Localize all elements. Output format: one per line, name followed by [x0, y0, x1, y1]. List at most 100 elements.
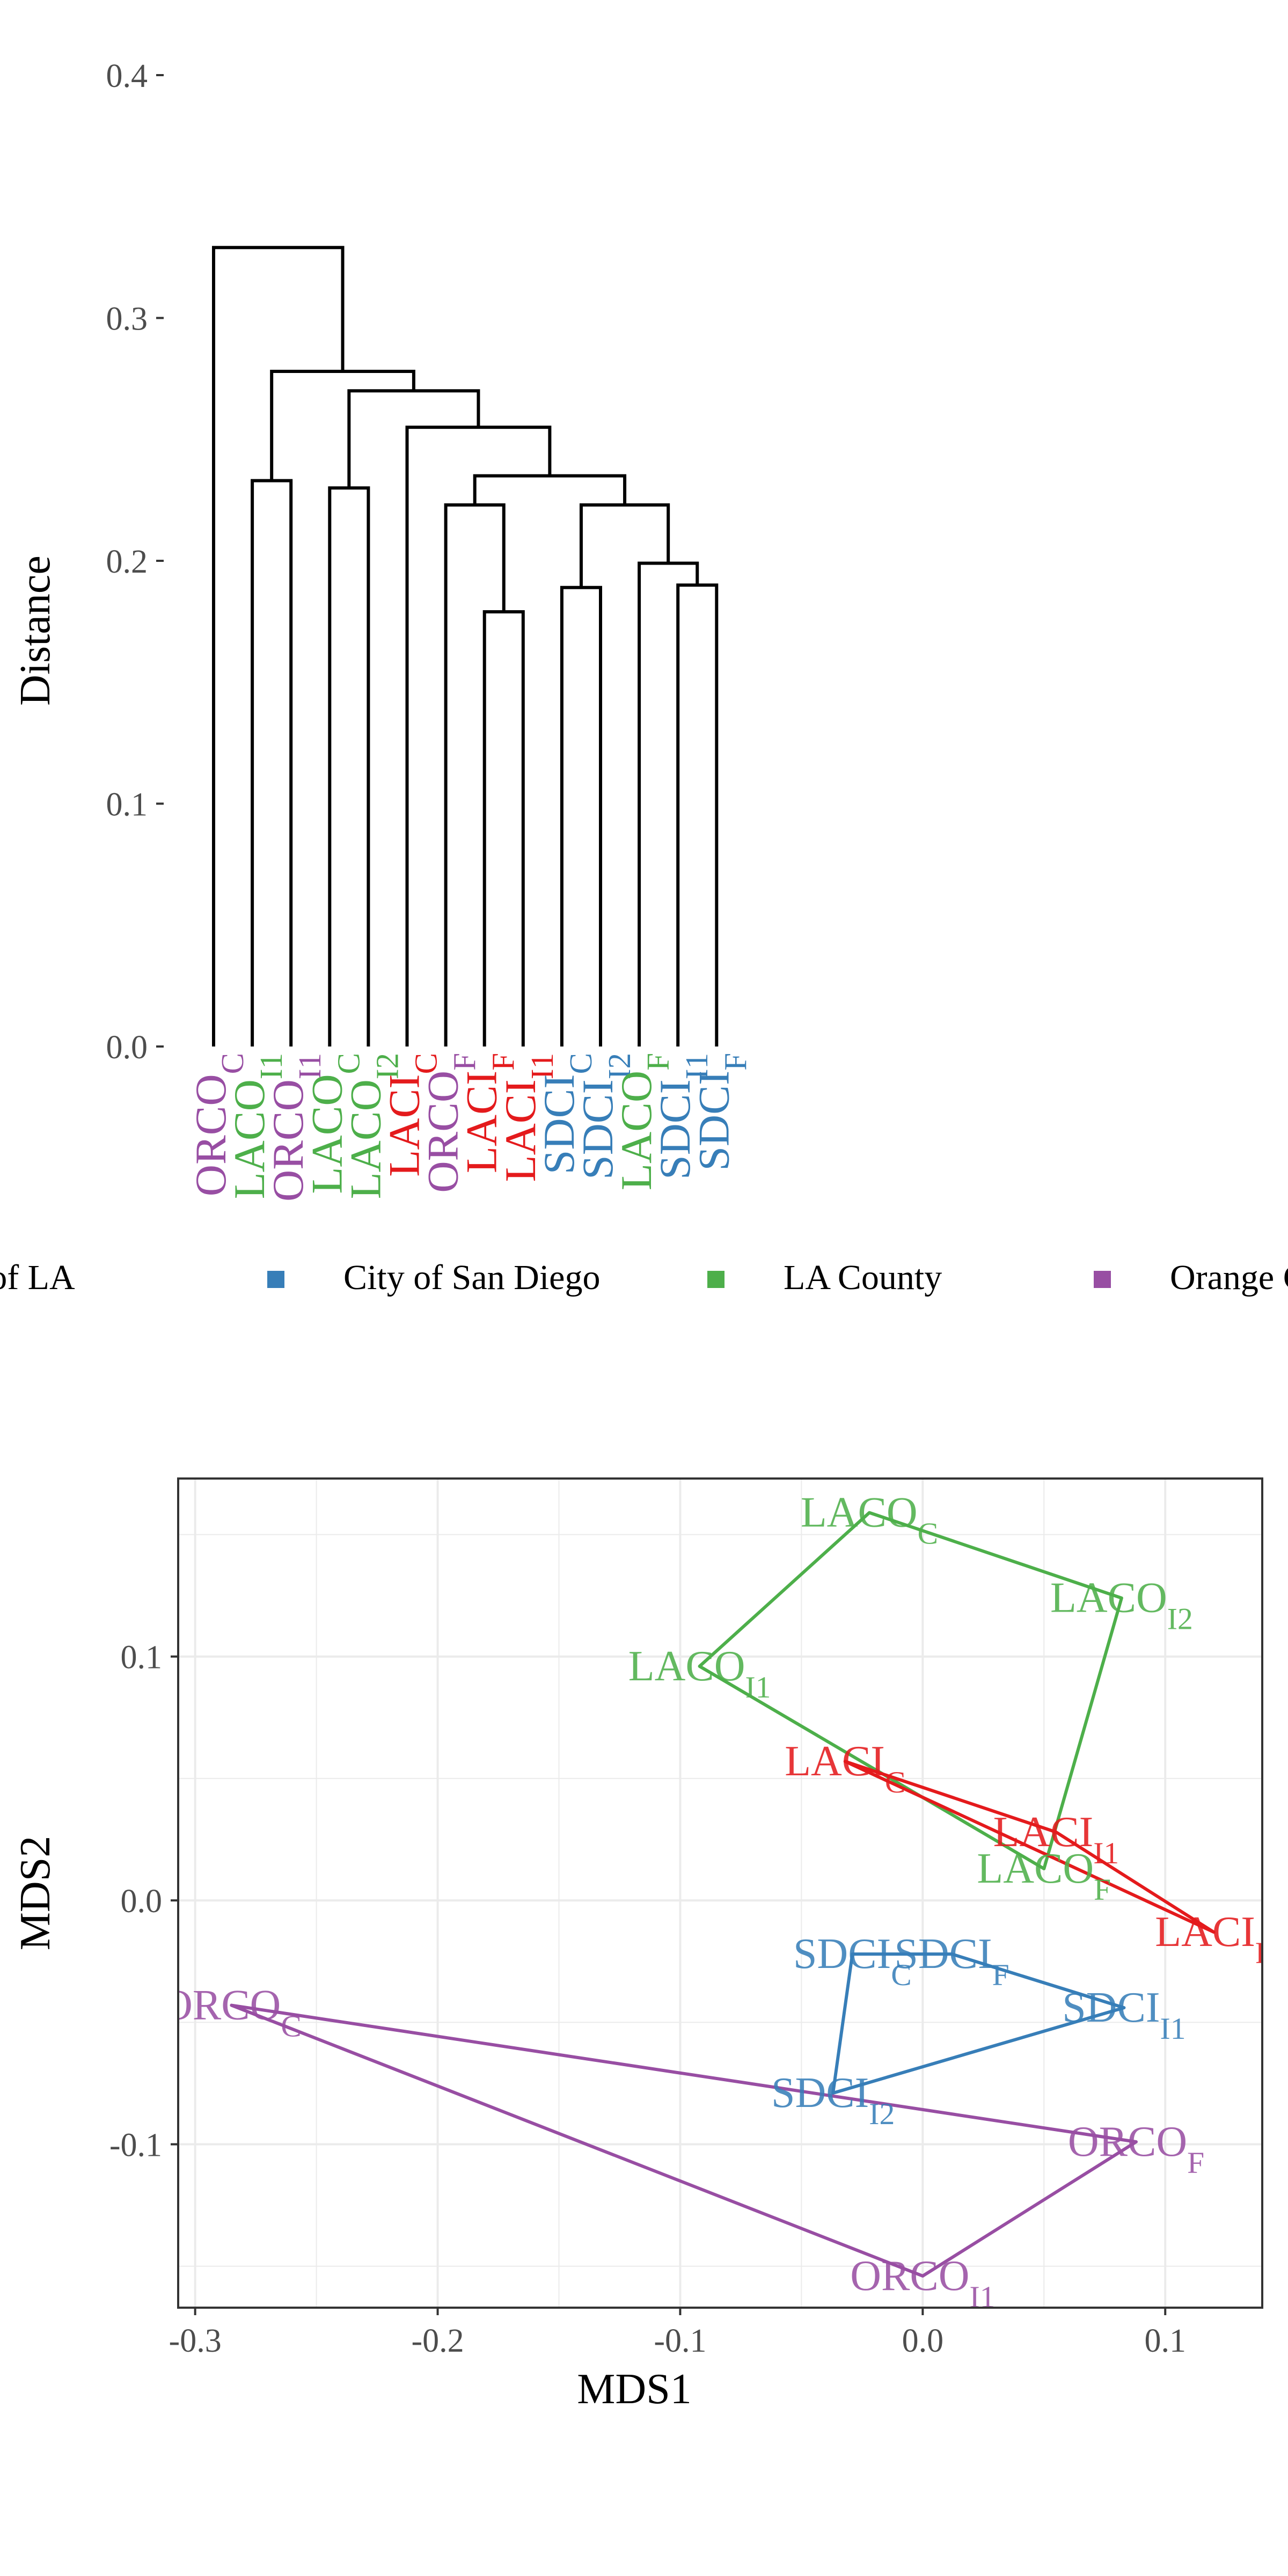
mds-point-label-subscript: C: [281, 2009, 301, 2043]
dendrogram-panel: 0.00.10.20.30.4DistanceORCOCLACOI1ORCOI1…: [12, 58, 753, 1202]
mds-point-label-base: LACI: [993, 1809, 1094, 1856]
dendro-leaf-label-subscript: I1: [679, 1053, 714, 1079]
mds-point-label-subscript: I1: [1160, 2012, 1186, 2046]
mds-point-label-subscript: I2: [1167, 1602, 1193, 1636]
mds-x-tick-label: -0.3: [169, 2323, 222, 2359]
mds-hull: [831, 1952, 1126, 2095]
mds-point-label-base: LACI: [1155, 1908, 1255, 1956]
mds-hull: [843, 1760, 1216, 1934]
dendro-branch: [560, 586, 602, 1046]
dendro-leaf-label-subscript: C: [408, 1053, 444, 1074]
dendro-branch: [444, 503, 506, 1046]
dendro-y-tick-label: 0.2: [106, 544, 148, 580]
mds-point-label: SDCIF: [894, 1930, 1009, 1992]
mds-point-label-subscript: F: [1255, 1936, 1272, 1970]
dendro-leaf-label-subscript: C: [215, 1053, 250, 1074]
dendro-leaf-label: LACOI1: [225, 1053, 289, 1199]
dendro-leaf-label-subscript: F: [640, 1053, 676, 1071]
dendro-y-tick-label: 0.3: [106, 301, 148, 338]
dendro-leaf-label-subscript: I2: [369, 1053, 405, 1079]
dendro-branch: [251, 479, 293, 1046]
legend-swatch: [707, 1271, 724, 1288]
legend: City of LA City of San Diego LA County Oran…: [0, 1258, 1288, 1297]
legend-label: City of San Diego: [343, 1258, 600, 1297]
dendro-leaf-label: SDCIF: [689, 1053, 753, 1171]
mds-point-label: LACIC: [785, 1738, 905, 1799]
dendro-leaf-label-subscript: C: [331, 1053, 366, 1074]
dendro-leaf-label-base: LACI: [380, 1074, 429, 1176]
mds-marks: LACOCLACOI2LACOI1LACOFLACICLACII1LACIFSD…: [162, 1489, 1272, 2314]
mds-x-tick-label: 0.1: [1144, 2323, 1186, 2359]
dendro-leaf-label-base: LACO: [612, 1071, 661, 1190]
dendro-y-axis-title: Distance: [12, 555, 59, 706]
dendro-leaf-label: LACOC: [302, 1053, 366, 1194]
mds-plot-background: [178, 1479, 1262, 2308]
mds-point-label: LACOI2: [1050, 1575, 1193, 1636]
mds-point-label-base: LACO: [1050, 1575, 1167, 1622]
dendro-leaf-label-subscript: F: [486, 1053, 521, 1071]
dendro-leaf-label-subscript: C: [563, 1053, 598, 1074]
dendro-branch: [212, 246, 345, 1046]
mds-point-label: SDCII1: [1062, 1984, 1185, 2046]
dendro-leaf-label-base: SDCI: [573, 1079, 622, 1180]
dendro-leaf-label: LACII1: [496, 1053, 560, 1182]
mds-point-label-base: LACO: [977, 1845, 1094, 1892]
mds-point-label-subscript: F: [1094, 1873, 1111, 1907]
mds-point-label-base: ORCO: [162, 1982, 281, 2029]
mds-point-label: ORCOC: [162, 1982, 302, 2044]
mds-y-tick-label: 0.0: [121, 1883, 163, 1920]
dendro-branch: [638, 561, 699, 1046]
mds-panel: LACOCLACOI2LACOI1LACOFLACICLACII1LACIFSD…: [12, 1477, 1272, 2413]
mds-x-axis-title: MDS1: [577, 2366, 691, 2413]
mds-point-label: LACOC: [801, 1489, 938, 1551]
mds-point-label-base: SDCI: [894, 1930, 992, 1978]
dendro-leaf-label: ORCOC: [186, 1053, 250, 1196]
mds-point-label: LACIF: [1155, 1908, 1272, 1970]
dendro-branch: [328, 486, 370, 1046]
mds-y-tick-label: -0.1: [109, 2127, 162, 2164]
dendro-branch: [270, 370, 415, 481]
dendro-leaf-label-subscript: I2: [602, 1053, 637, 1079]
dendro-y-tick-label: 0.1: [106, 787, 148, 823]
dendro-leaf-label-base: LACI: [496, 1079, 545, 1182]
dendro-y-tick-label: 0.4: [106, 58, 148, 94]
mds-x-tick-label: 0.0: [902, 2323, 944, 2359]
mds-y-axis-title: MDS2: [12, 1836, 59, 1950]
mds-x-tick-label: -0.1: [654, 2323, 706, 2359]
dendro-branch: [473, 474, 627, 505]
dendro-leaf-label-base: LACO: [341, 1079, 390, 1199]
dendro-leaf-label-base: ORCO: [264, 1079, 312, 1202]
mds-point-label-base: SDCI: [1062, 1984, 1160, 2031]
dendro-leaf-label-subscript: F: [718, 1053, 753, 1071]
mds-point-label-subscript: I1: [969, 2280, 995, 2314]
legend-label: LA County: [784, 1258, 942, 1297]
mds-point-label-subscript: I1: [1093, 1836, 1119, 1870]
dendro-leaf-label-base: LACO: [302, 1074, 351, 1194]
dendro-y-tick-label: 0.0: [106, 1029, 148, 1066]
mds-hull: [698, 1511, 1123, 1871]
mds-point-label-base: SDCI: [771, 2069, 869, 2117]
dendro-leaf-label-base: ORCO: [419, 1071, 467, 1193]
mds-point-label: SDCII2: [771, 2069, 895, 2131]
dendro-leaf-label-base: SDCI: [689, 1071, 738, 1171]
mds-point-label-subscript: C: [918, 1517, 938, 1550]
dendro-leaf-label: SDCII2: [573, 1053, 637, 1180]
mds-hull: [230, 2003, 1138, 2278]
mds-point-label-base: ORCO: [1068, 2118, 1187, 2165]
dendro-branch: [347, 389, 480, 488]
dendro-branch: [482, 610, 525, 1046]
dendro-leaf-label: SDCII1: [650, 1053, 714, 1180]
mds-point-label-subscript: I2: [869, 2097, 895, 2131]
dendro-branch: [676, 583, 719, 1046]
mds-point-label-subscript: F: [992, 1958, 1009, 1992]
mds-point-label-subscript: C: [891, 1958, 911, 1992]
dendro-leaf-label-base: LACI: [457, 1071, 506, 1173]
dendro-leaf-label: LACOF: [612, 1053, 676, 1190]
mds-panel-border: [177, 1477, 1263, 2309]
legend-swatch: [267, 1271, 284, 1288]
mds-point-label-base: SDCI: [793, 1930, 891, 1978]
mds-point-label-base: LACI: [785, 1738, 885, 1785]
dendro-leaf-label-subscript: I1: [524, 1053, 560, 1079]
mds-y-tick-label: 0.1: [121, 1640, 163, 1676]
mds-point-label-base: LACO: [801, 1489, 918, 1536]
